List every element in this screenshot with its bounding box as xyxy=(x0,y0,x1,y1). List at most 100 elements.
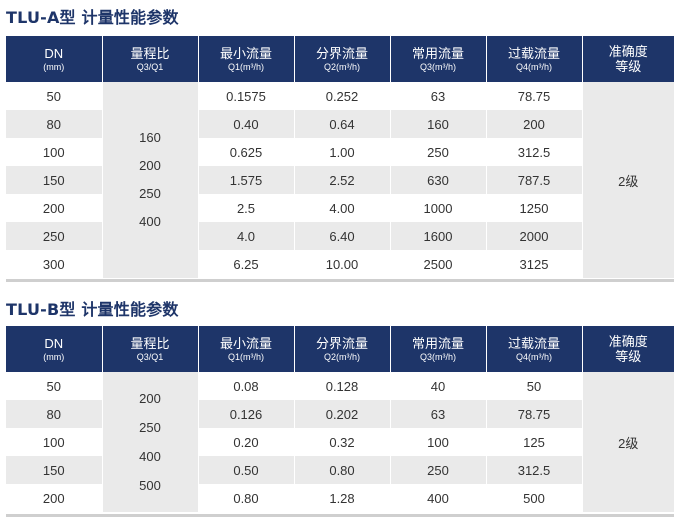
dn-cell: 300 xyxy=(6,250,102,278)
header-min-flow: 最小流量 Q1(m³/h) xyxy=(197,36,294,82)
q1-cell: 0.625 xyxy=(197,138,294,166)
q4-cell: 1250 xyxy=(485,194,582,222)
table-row: 80 0.126 0.202 63 78.75 xyxy=(6,400,674,428)
tlu-b-table-bottom-border xyxy=(6,514,674,517)
tlu-b-spec-table: DN (mm) 量程比 Q3/Q1 最小流量 Q1(m³/h) 分界流量 Q2(m³/h… xyxy=(6,326,674,512)
dn-cell: 50 xyxy=(6,82,102,110)
table-row: 200 2.5 4.00 1000 1250 xyxy=(6,194,674,222)
dn-cell: 200 xyxy=(6,194,102,222)
q1-cell: 0.50 xyxy=(197,456,294,484)
q4-cell: 2000 xyxy=(485,222,582,250)
table-row: 50 200 250 400 500 0.08 0.128 40 50 2级 xyxy=(6,372,674,512)
q3-cell: 1000 xyxy=(389,194,486,222)
q4-cell: 312.5 xyxy=(485,456,582,484)
accuracy-cell: 2级 xyxy=(581,372,674,512)
q2-cell: 0.80 xyxy=(293,456,390,484)
q2-cell: 0.128 xyxy=(293,372,390,400)
q4-cell: 200 xyxy=(485,110,582,138)
table-row: 100 0.625 1.00 250 312.5 xyxy=(6,138,674,166)
q2-cell: 1.00 xyxy=(293,138,390,166)
q1-cell: 2.5 xyxy=(197,194,294,222)
tlu-a-table-bottom-border xyxy=(6,279,674,282)
q4-cell: 78.75 xyxy=(485,82,582,110)
table-row: 50 160 200 250 400 0.1575 0.252 63 78.75… xyxy=(6,82,674,278)
dn-cell: 150 xyxy=(6,456,102,484)
table-row: 300 6.25 10.00 2500 3125 xyxy=(6,250,674,278)
q3-cell: 2500 xyxy=(389,250,486,278)
header-accuracy-class: 准确度 等级 xyxy=(581,326,674,372)
dn-cell: 200 xyxy=(6,484,102,512)
q1-cell: 4.0 xyxy=(197,222,294,250)
table-header-row: DN (mm) 量程比 Q3/Q1 最小流量 Q1(m³/h) 分界流量 Q2(m³/h… xyxy=(6,36,674,82)
q4-cell: 125 xyxy=(485,428,582,456)
header-dn: DN (mm) xyxy=(6,326,102,372)
dn-cell: 50 xyxy=(6,372,102,400)
q4-cell: 500 xyxy=(485,484,582,512)
q4-cell: 78.75 xyxy=(485,400,582,428)
table-row: 80 0.40 0.64 160 200 xyxy=(6,110,674,138)
q1-cell: 0.126 xyxy=(197,400,294,428)
q2-cell: 0.202 xyxy=(293,400,390,428)
q3-cell: 63 xyxy=(389,82,486,110)
q3-cell: 40 xyxy=(389,372,486,400)
tlu-a-title: TLU-A型 计量性能参数 xyxy=(6,8,179,27)
header-min-flow: 最小流量 Q1(m³/h) xyxy=(197,326,294,372)
range-ratio-cell: 200 250 400 500 xyxy=(101,372,198,512)
q2-cell: 2.52 xyxy=(293,166,390,194)
q3-cell: 160 xyxy=(389,110,486,138)
q3-cell: 1600 xyxy=(389,222,486,250)
table-row: 100 0.20 0.32 100 125 xyxy=(6,428,674,456)
q1-cell: 0.80 xyxy=(197,484,294,512)
q4-cell: 787.5 xyxy=(485,166,582,194)
table-header-row: DN (mm) 量程比 Q3/Q1 最小流量 Q1(m³/h) 分界流量 Q2(m³/h… xyxy=(6,326,674,372)
q4-cell: 50 xyxy=(485,372,582,400)
header-accuracy-class: 准确度 等级 xyxy=(581,36,674,82)
range-ratio-cell: 160 200 250 400 xyxy=(101,82,198,278)
q3-cell: 63 xyxy=(389,400,486,428)
header-common-flow: 常用流量 Q3(m³/h) xyxy=(389,326,486,372)
accuracy-cell: 2级 xyxy=(581,82,674,278)
header-range-ratio: 量程比 Q3/Q1 xyxy=(101,326,198,372)
tlu-b-title: TLU-B型 计量性能参数 xyxy=(6,300,179,319)
dn-cell: 100 xyxy=(6,428,102,456)
q4-cell: 312.5 xyxy=(485,138,582,166)
tlu-a-spec-table: DN (mm) 量程比 Q3/Q1 最小流量 Q1(m³/h) 分界流量 Q2(m³/h… xyxy=(6,36,674,278)
q2-cell: 1.28 xyxy=(293,484,390,512)
dn-cell: 150 xyxy=(6,166,102,194)
range-ratio-values: 200 250 400 500 xyxy=(139,391,161,493)
dn-cell: 80 xyxy=(6,110,102,138)
header-common-flow: 常用流量 Q3(m³/h) xyxy=(389,36,486,82)
q3-cell: 630 xyxy=(389,166,486,194)
q1-cell: 0.20 xyxy=(197,428,294,456)
header-boundary-flow: 分界流量 Q2(m³/h) xyxy=(293,326,390,372)
table-row: 150 0.50 0.80 250 312.5 xyxy=(6,456,674,484)
table-row: 250 4.0 6.40 1600 2000 xyxy=(6,222,674,250)
table-row: 150 1.575 2.52 630 787.5 xyxy=(6,166,674,194)
q1-cell: 0.1575 xyxy=(197,82,294,110)
dn-cell: 100 xyxy=(6,138,102,166)
q3-cell: 400 xyxy=(389,484,486,512)
q3-cell: 100 xyxy=(389,428,486,456)
dn-cell: 250 xyxy=(6,222,102,250)
q3-cell: 250 xyxy=(389,138,486,166)
header-overload-flow: 过载流量 Q4(m³/h) xyxy=(485,36,582,82)
q1-cell: 1.575 xyxy=(197,166,294,194)
header-boundary-flow: 分界流量 Q2(m³/h) xyxy=(293,36,390,82)
dn-cell: 80 xyxy=(6,400,102,428)
q1-cell: 6.25 xyxy=(197,250,294,278)
q2-cell: 0.252 xyxy=(293,82,390,110)
header-overload-flow: 过载流量 Q4(m³/h) xyxy=(485,326,582,372)
table-row: 200 0.80 1.28 400 500 xyxy=(6,484,674,512)
q2-cell: 4.00 xyxy=(293,194,390,222)
header-dn: DN (mm) xyxy=(6,36,102,82)
q4-cell: 3125 xyxy=(485,250,582,278)
q1-cell: 0.08 xyxy=(197,372,294,400)
q2-cell: 10.00 xyxy=(293,250,390,278)
header-range-ratio: 量程比 Q3/Q1 xyxy=(101,36,198,82)
q2-cell: 6.40 xyxy=(293,222,390,250)
q2-cell: 0.64 xyxy=(293,110,390,138)
q1-cell: 0.40 xyxy=(197,110,294,138)
range-ratio-values: 160 200 250 400 xyxy=(139,130,161,229)
q2-cell: 0.32 xyxy=(293,428,390,456)
q3-cell: 250 xyxy=(389,456,486,484)
